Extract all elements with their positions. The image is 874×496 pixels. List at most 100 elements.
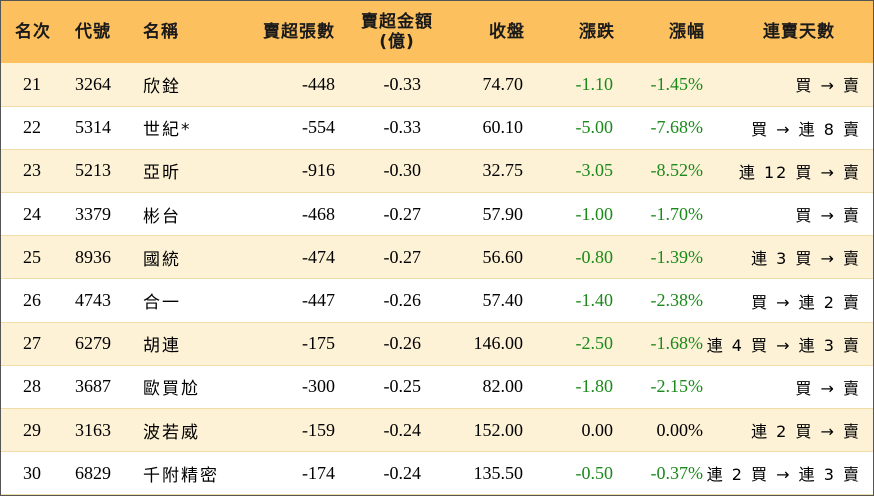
header-close[interactable]: 收盤 — [489, 22, 525, 42]
cell-name: 亞昕 — [143, 163, 181, 184]
cell-sell-amount: -0.33 — [383, 73, 422, 94]
table-row[interactable]: 24 3379 彬台 -468 -0.27 57.90 -1.00 -1.70% 買 → 賣 — [1, 192, 873, 236]
cell-code: 5314 — [75, 117, 111, 138]
header-change-pct[interactable]: 漲幅 — [669, 22, 705, 42]
cell-rank: 25 — [23, 246, 41, 267]
cell-change: -0.50 — [575, 462, 614, 483]
header-rank[interactable]: 名次 — [15, 22, 51, 42]
cell-change: -0.80 — [575, 246, 614, 267]
cell-name: 千附精密 — [143, 465, 219, 486]
table-row[interactable]: 23 5213 亞昕 -916 -0.30 32.75 -3.05 -8.52% 連 12 買 … — [1, 149, 873, 193]
cell-rank: 27 — [23, 333, 41, 354]
table-row[interactable]: 30 6829 千附精密 -174 -0.24 135.50 -0.50 -0.37% 連 2 … — [1, 451, 873, 495]
cell-streak: 連 2 買 → 賣 — [751, 422, 861, 442]
cell-close: 57.40 — [482, 290, 524, 311]
cell-close: 135.50 — [473, 462, 524, 483]
cell-change: -1.40 — [575, 290, 614, 311]
cell-name: 世紀* — [143, 120, 192, 141]
cell-streak: 連 2 買 → 連 3 賣 — [706, 465, 861, 485]
header-code[interactable]: 代號 — [75, 22, 111, 42]
cell-code: 3163 — [75, 419, 111, 440]
cell-change-pct: -0.37% — [650, 462, 704, 483]
cell-streak: 買 → 賣 — [795, 206, 861, 226]
cell-code: 5213 — [75, 160, 111, 181]
cell-sell-amount: -0.33 — [383, 117, 422, 138]
cell-sell-amount: -0.24 — [383, 462, 422, 483]
cell-code: 4743 — [75, 290, 111, 311]
cell-close: 56.60 — [482, 246, 524, 267]
cell-change: -5.00 — [575, 117, 614, 138]
cell-sell-lots: -468 — [302, 203, 335, 224]
cell-name: 歐買尬 — [143, 379, 200, 400]
cell-change: -1.00 — [575, 203, 614, 224]
header-name[interactable]: 名稱 — [143, 22, 179, 42]
cell-code: 8936 — [75, 246, 111, 267]
cell-close: 152.00 — [473, 419, 524, 440]
cell-change: -1.10 — [575, 73, 614, 94]
cell-sell-amount: -0.27 — [383, 246, 422, 267]
cell-change-pct: -1.68% — [650, 333, 704, 354]
cell-change: -1.80 — [575, 376, 614, 397]
cell-rank: 28 — [23, 376, 41, 397]
table-row[interactable]: 28 3687 歐買尬 -300 -0.25 82.00 -1.80 -2.15% 買 → 賣 — [1, 365, 873, 409]
table-row[interactable]: 26 4743 合一 -447 -0.26 57.40 -1.40 -2.38% 買 → 連 2… — [1, 278, 873, 323]
cell-name: 彬台 — [143, 206, 181, 227]
cell-close: 74.70 — [482, 73, 524, 94]
table-row[interactable]: 21 3264 欣銓 -448 -0.33 74.70 -1.10 -1.45% 買 → 賣 — [1, 63, 873, 107]
cell-rank: 26 — [23, 290, 41, 311]
cell-streak: 買 → 賣 — [795, 378, 861, 398]
table-row[interactable]: 29 3163 波若威 -159 -0.24 152.00 0.00 0.00% 連 2 買 →… — [1, 408, 873, 452]
cell-sell-lots: -447 — [302, 290, 335, 311]
cell-change-pct: -1.39% — [650, 246, 704, 267]
cell-change: -2.50 — [575, 333, 614, 354]
header-sell-lots[interactable]: 賣超張數 — [263, 22, 335, 42]
cell-sell-lots: -159 — [302, 419, 335, 440]
cell-code: 6279 — [75, 333, 111, 354]
cell-rank: 24 — [23, 203, 41, 224]
cell-sell-amount: -0.26 — [383, 333, 422, 354]
cell-change-pct: -2.15% — [650, 376, 704, 397]
cell-code: 3264 — [75, 73, 111, 94]
cell-streak: 買 → 賣 — [795, 76, 861, 96]
cell-code: 6829 — [75, 462, 111, 483]
cell-change-pct: 0.00% — [656, 419, 704, 440]
header-streak[interactable]: 連賣天數 — [763, 22, 835, 42]
cell-change: -3.05 — [575, 160, 614, 181]
cell-streak: 連 3 買 → 賣 — [751, 249, 861, 269]
cell-sell-amount: -0.25 — [383, 376, 422, 397]
table-row[interactable]: 25 8936 國統 -474 -0.27 56.60 -0.80 -1.39% 連 3 買 →… — [1, 235, 873, 279]
table-body: 21 3264 欣銓 -448 -0.33 74.70 -1.10 -1.45% 買 → 賣 22… — [1, 63, 873, 495]
cell-sell-lots: -474 — [302, 246, 335, 267]
cell-sell-lots: -175 — [302, 333, 335, 354]
cell-code: 3687 — [75, 376, 111, 397]
cell-close: 146.00 — [473, 333, 524, 354]
cell-code: 3379 — [75, 203, 111, 224]
cell-rank: 29 — [23, 419, 41, 440]
cell-close: 57.90 — [482, 203, 524, 224]
cell-streak: 連 12 買 → 賣 — [738, 162, 861, 182]
cell-sell-lots: -554 — [302, 117, 335, 138]
table-row[interactable]: 27 6279 胡連 -175 -0.26 146.00 -2.50 -1.68% 連 4 買 … — [1, 322, 873, 366]
cell-rank: 21 — [23, 73, 41, 94]
header-change[interactable]: 漲跌 — [579, 22, 615, 42]
cell-change-pct: -1.70% — [650, 203, 704, 224]
cell-sell-amount: -0.24 — [383, 419, 422, 440]
cell-change-pct: -2.38% — [650, 290, 704, 311]
cell-close: 60.10 — [482, 117, 524, 138]
cell-sell-amount: -0.26 — [383, 290, 422, 311]
cell-sell-lots: -916 — [302, 160, 335, 181]
cell-streak: 買 → 連 8 賣 — [751, 119, 861, 139]
cell-rank: 23 — [23, 160, 41, 181]
cell-rank: 30 — [23, 462, 41, 483]
table-row[interactable]: 22 5314 世紀* -554 -0.33 60.10 -5.00 -7.68% 買 → 連 … — [1, 106, 873, 150]
cell-change-pct: -1.45% — [650, 73, 704, 94]
cell-rank: 22 — [23, 117, 41, 138]
table-header-row: 名次 代號 名稱 賣超張數 賣超金額 (億) 收盤 漲跌 漲幅 連賣天數 — [1, 1, 873, 63]
cell-close: 82.00 — [482, 376, 524, 397]
cell-close: 32.75 — [482, 160, 524, 181]
cell-change-pct: -8.52% — [650, 160, 704, 181]
cell-name: 胡連 — [143, 336, 181, 357]
header-sell-amount[interactable]: 賣超金額 (億) — [335, 1, 435, 63]
cell-change: 0.00 — [581, 419, 614, 440]
